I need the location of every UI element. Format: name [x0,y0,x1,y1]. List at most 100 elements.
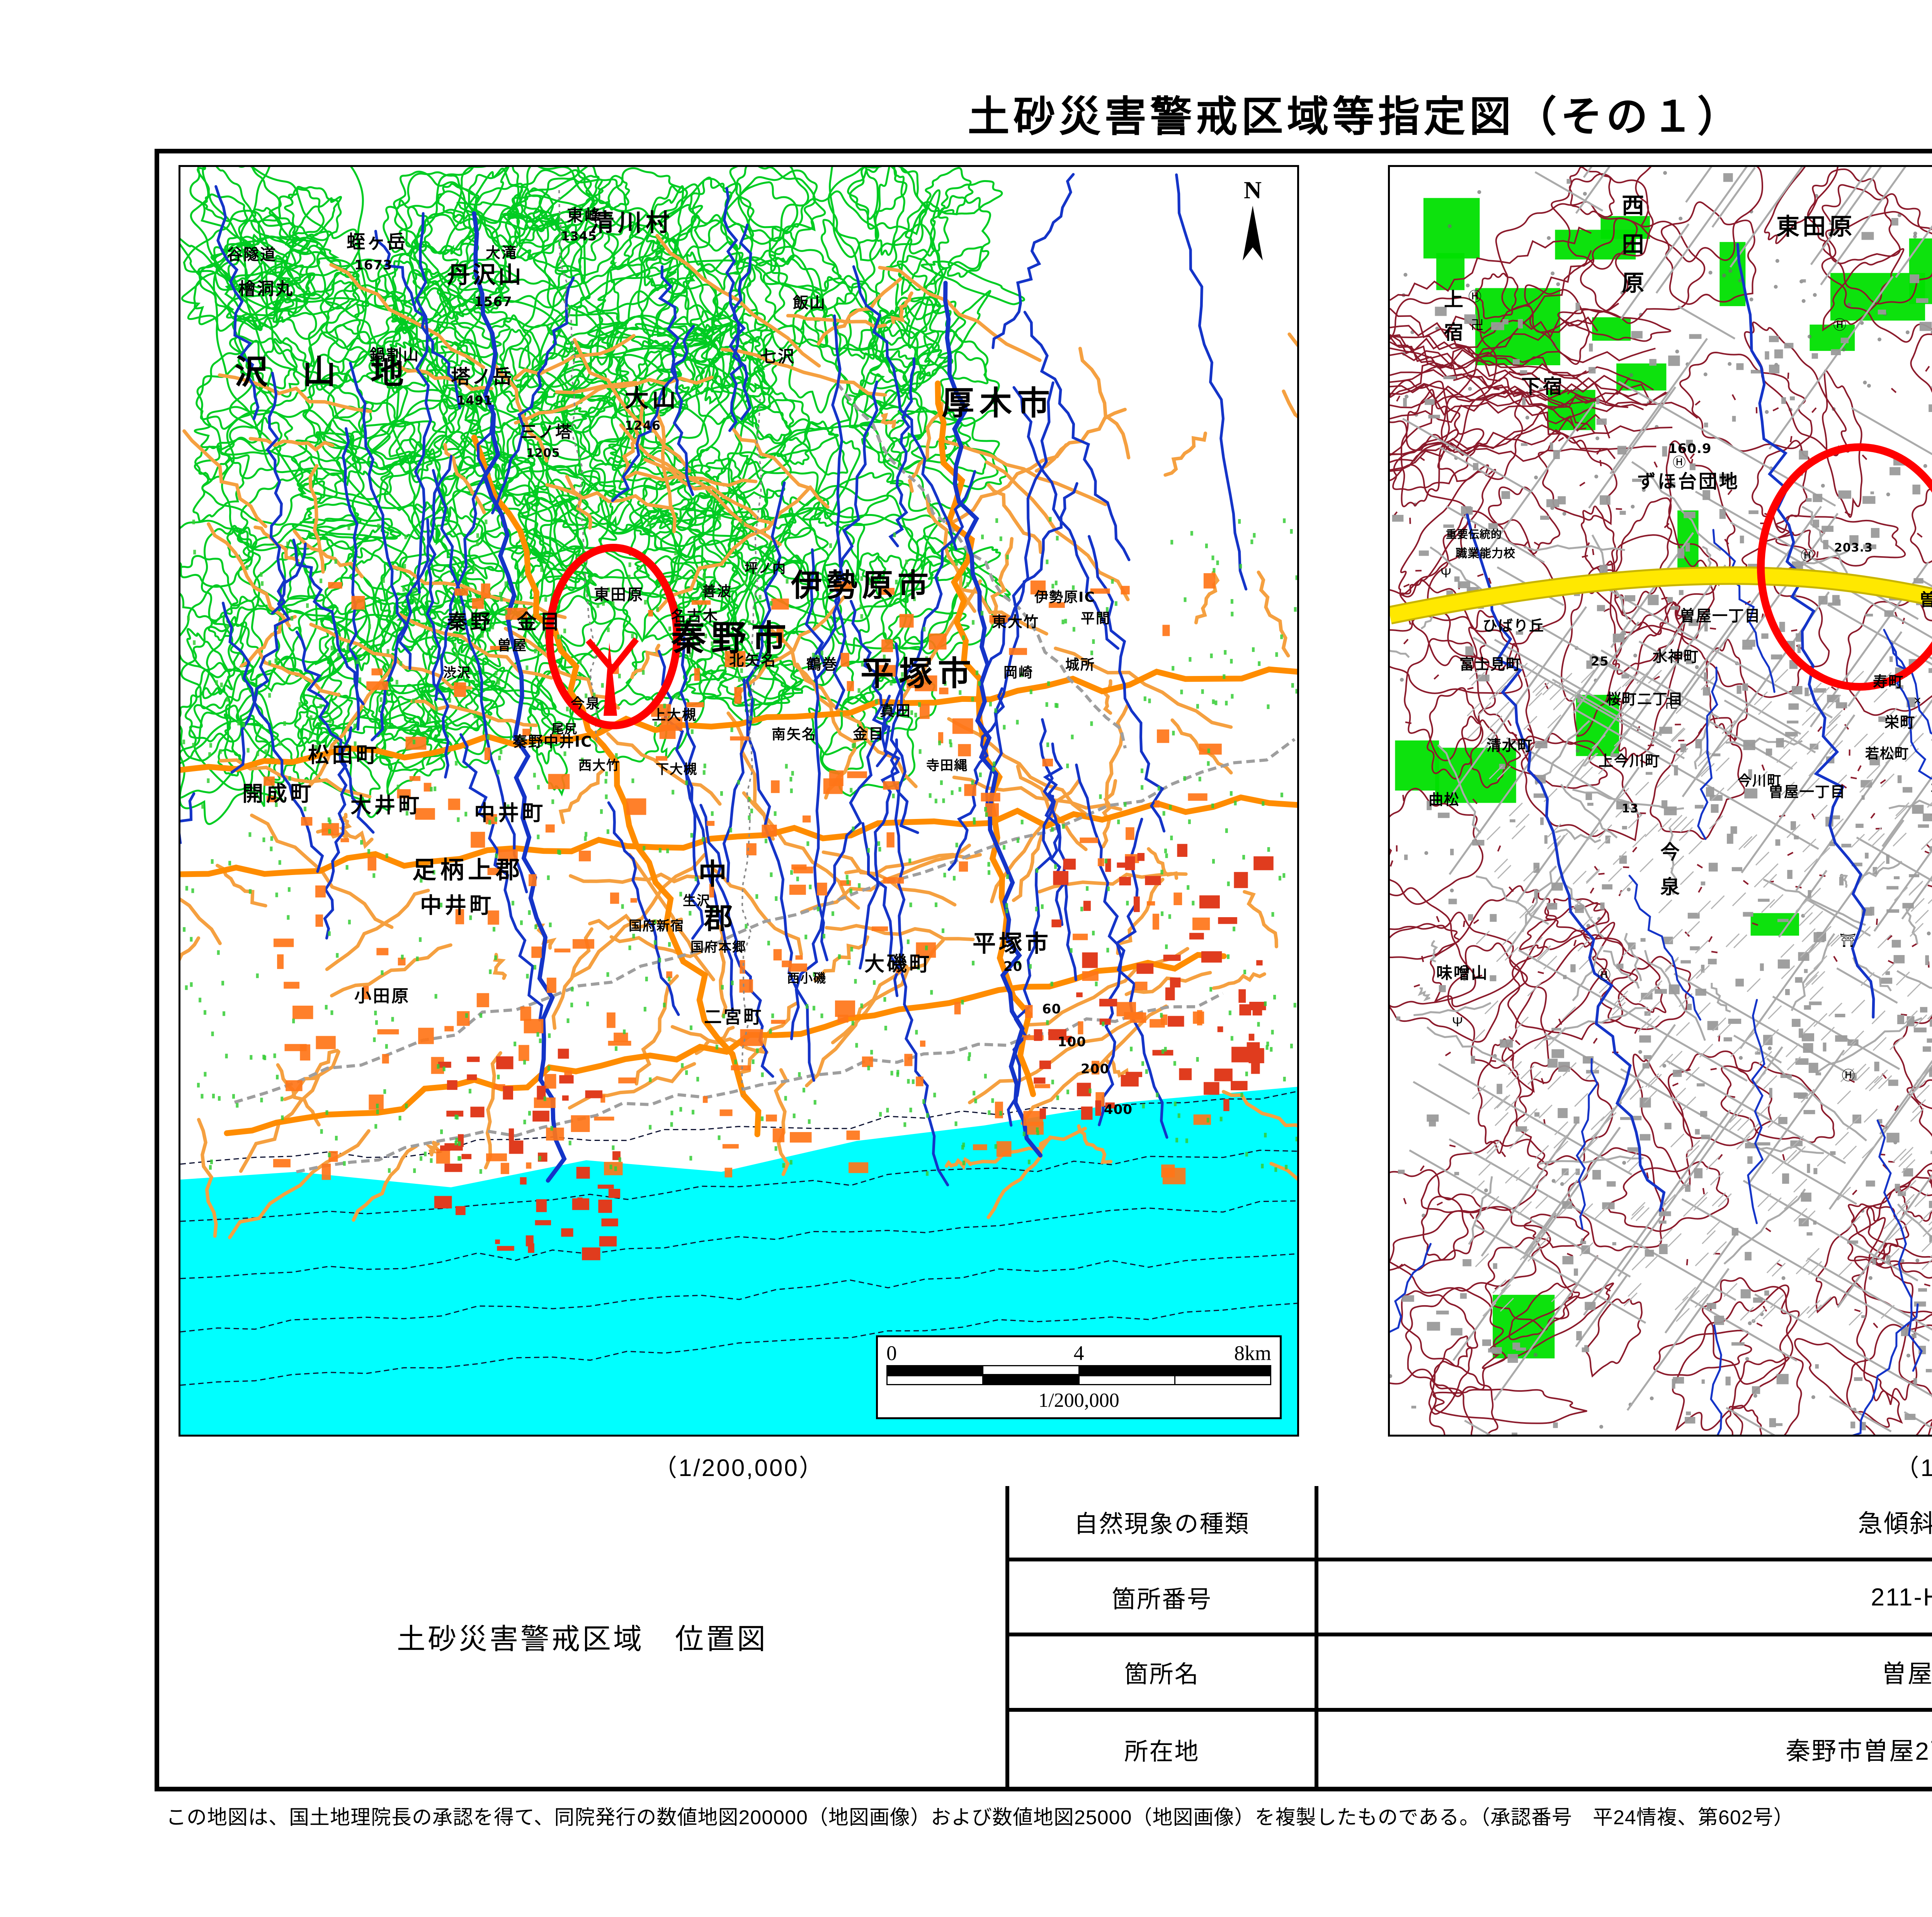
map-label: 名古木 [671,608,719,625]
highway-layer [1390,566,1932,625]
map-symbol-icon: Ψ [1452,1015,1463,1030]
map-symbol-icon: Ψ [1440,566,1451,581]
map-label: 南矢名 [772,727,817,742]
detail-map-canvas[interactable]: 文×Ⓗ卍卍卍Ⓗ×Ⓗ文ΨⒽ卍ΨΨⒽⒽ卍⛩文Ⓗ⛩文⊕ⒽΨ西田原東田原上宿下宿前田宝作… [1390,167,1932,1435]
map-label: 鶴巻 [806,656,838,673]
document-frame [155,149,1932,1791]
map-symbol-icon: Ⓗ [1801,548,1814,563]
map-label: 1345 [561,229,597,243]
map-label: 谷隧道 [227,246,277,264]
map-label: 二宮町 [704,1006,763,1027]
map-symbol-layer: 文×Ⓗ卍卍卍Ⓗ×Ⓗ文ΨⒽ卍ΨΨⒽⒽ卍⛩文Ⓗ⛩文⊕ⒽΨ [1440,289,1921,1083]
map-label: 中 [698,858,729,891]
map-label: 岡崎 [1003,665,1034,681]
contour-layer [180,167,1026,825]
table-row: 自然現象の種類 急傾斜地の崩壊 [1009,1486,1932,1561]
map-label: 七沢 [760,347,796,366]
map-label: 平間 [1081,611,1111,627]
overview-map-frame[interactable]: 沢 山 地 丹沢山 1567 蛭ヶ岳 1673 東峰 1345 大滝 塔ノ岳 1491 檜洞丸 谷隧道… [179,165,1299,1437]
map-label: 20 [1003,959,1022,974]
map-label: 中井町 [420,893,494,918]
map-label: 真田 [880,702,912,719]
map-label: 栄町 [1884,714,1915,731]
map-label: 松田町 [308,743,380,767]
map-label: 塔ノ岳 [451,366,514,388]
map-label: 100 [1058,1034,1086,1050]
maps-container: 沢 山 地 丹沢山 1567 蛭ヶ岳 1673 東峰 1345 大滝 塔ノ岳 1491 檜洞丸 谷隧道… [159,153,1932,1481]
map-symbol-icon: Ⓗ [1833,318,1846,333]
map-label: 足柄上郡 [412,856,524,884]
map-label: 厚木市 [942,384,1055,422]
builtup-hatch-layer [1467,662,1932,1326]
map-label: 本町一丁目 [1931,780,1932,797]
map-label: 寺田縄 [926,758,968,773]
map-label: 味噌山 [1436,964,1488,982]
map-label: ひばり丘 [1483,617,1544,634]
overview-map-panel: 沢 山 地 丹沢山 1567 蛭ヶ岳 1673 東峰 1345 大滝 塔ノ岳 1491 檜洞丸 谷隧道… [179,165,1299,1481]
map-label: 今川町 [1738,773,1782,789]
detail-map-caption: （1/25,000） [1895,1455,1932,1481]
map-label: 1205 [526,446,560,460]
map-symbol-icon: 卍 [1471,318,1484,332]
red-ellipse-marker [546,544,681,729]
river-layer [1390,243,1932,1435]
map-label: 寿町 [1873,673,1904,690]
map-label: 平塚市 [861,654,976,693]
scale-ratio-left: 1/200,000 [1038,1389,1119,1411]
map-label: 平塚市 [973,930,1051,957]
map-label: 開成町 [242,781,314,806]
red-circle-marker [1757,443,1932,691]
map-label: 坪ノ内 [745,561,786,576]
map-label: 60 [1042,1001,1061,1017]
table-row: 箇所名 曽屋2丁目2 [1009,1636,1932,1712]
map-label: 上大槻 [652,707,697,723]
map-symbol-icon: Ⓗ [1842,1068,1855,1083]
boundary-layer [558,190,762,1095]
map-label: 上今川町 [1599,752,1660,770]
map-label: 今泉 [571,696,601,712]
info-value-site-number: 211-H22-132 [1871,1583,1932,1611]
map-label: 清水町 [1486,737,1533,754]
map-label: 曽屋一丁目 [1680,607,1761,625]
map-label: 西大竹 [578,758,620,773]
map-label: 下大槻 [656,762,697,777]
map-label: 国府新宿 [629,918,684,934]
map-label: 田 [1622,231,1646,257]
urban-layer [264,573,1274,1260]
map-label: 1673 [354,257,393,273]
info-key-phenomenon-type: 自然現象の種類 [1009,1486,1318,1558]
map-label: 1246 [625,418,661,433]
page-title: 土砂災害警戒区域等指定図（その１） [968,93,1743,140]
map-label: 丹沢山 [447,262,524,289]
map-label: 生沢 [683,893,711,909]
map-label: 原 [1622,270,1646,296]
map-label: 200 [1081,1061,1109,1077]
map-symbol-icon: Ⓗ [1597,968,1611,982]
map-label: 桜町二丁目 [1606,691,1684,708]
scale-bar-graphic-left [886,1365,1271,1385]
map-label: 400 [1104,1102,1133,1117]
detail-map-frame[interactable]: 文×Ⓗ卍卍卍Ⓗ×Ⓗ文ΨⒽ卍ΨΨⒽⒽ卍⛩文Ⓗ⛩文⊕ⒽΨ西田原東田原上宿下宿前田宝作… [1388,165,1932,1437]
map-label: 大井町 [350,793,422,817]
table-row: 所在地 秦野市曽屋2丁目及び入船町 [1009,1711,1932,1787]
contour-layer [1390,167,1932,1435]
north-arrow-left: N [1224,176,1282,262]
info-value-phenomenon-type: 急傾斜地の崩壊 [1858,1510,1932,1538]
map-label: 曲松 [1429,791,1459,808]
map-label: 職業能力校 [1456,547,1515,560]
overview-map-caption: （1/200,000） [653,1455,825,1481]
north-arrow-icon [1243,206,1263,260]
map-label: 東田原 [594,586,644,604]
map-label: 秦野 金目 [447,611,563,634]
map-label: 秦野市 [671,618,792,659]
map-symbol-icon: 卍 [1665,696,1678,711]
map-label: ずほ台団地 [1637,471,1740,492]
map-label: 160.9 [1668,441,1712,456]
map-label: 北矢名 [729,652,777,669]
info-table-left-label: 土砂災害警戒区域 位置図 [397,1622,768,1655]
info-key-site-number: 箇所番号 [1009,1561,1318,1633]
vegetation-layer [182,515,1297,1176]
north-label-left: N [1243,176,1262,204]
info-value-location: 秦野市曽屋2丁目及び入船町 [1786,1737,1932,1765]
